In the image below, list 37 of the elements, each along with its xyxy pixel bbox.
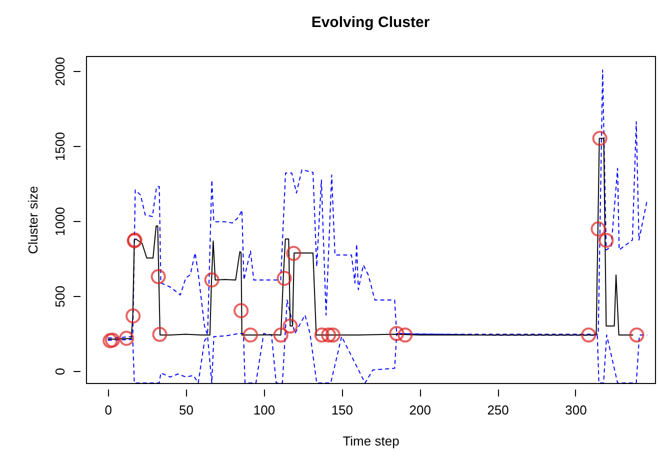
x-tick-label: 0 bbox=[104, 402, 112, 418]
point bbox=[150, 269, 166, 284]
y-tick-label: 0 bbox=[52, 368, 68, 376]
point bbox=[598, 232, 614, 248]
point bbox=[119, 330, 134, 346]
point bbox=[321, 327, 336, 343]
point bbox=[234, 303, 249, 318]
chart-title: Evolving Cluster bbox=[311, 14, 430, 31]
point bbox=[325, 327, 340, 343]
point bbox=[590, 221, 606, 236]
point bbox=[152, 326, 168, 342]
point bbox=[204, 272, 220, 288]
y-tick-label: 1500 bbox=[52, 132, 68, 161]
point bbox=[286, 246, 302, 261]
line-series bbox=[107, 138, 634, 340]
y-tick-label: 1000 bbox=[52, 207, 68, 236]
point bbox=[592, 130, 608, 146]
point bbox=[398, 327, 413, 343]
point bbox=[126, 308, 141, 324]
point bbox=[581, 327, 596, 343]
point bbox=[282, 318, 298, 334]
point bbox=[276, 270, 292, 286]
x-tick-label: 300 bbox=[565, 402, 587, 418]
y-tick-label: 2000 bbox=[52, 57, 68, 86]
point bbox=[273, 327, 288, 343]
point bbox=[389, 326, 404, 342]
x-tick-label: 50 bbox=[179, 402, 194, 418]
x-tick-label: 100 bbox=[253, 402, 276, 418]
y-axis-title: Cluster size bbox=[26, 186, 40, 254]
y-tick-label: 500 bbox=[52, 286, 68, 308]
point bbox=[314, 327, 330, 343]
x-tick-label: 150 bbox=[331, 402, 354, 418]
point bbox=[629, 327, 644, 343]
point bbox=[242, 327, 258, 343]
x-axis-title: Time step bbox=[342, 434, 400, 448]
x-tick-label: 200 bbox=[409, 402, 431, 418]
x-tick-label: 250 bbox=[487, 402, 509, 418]
